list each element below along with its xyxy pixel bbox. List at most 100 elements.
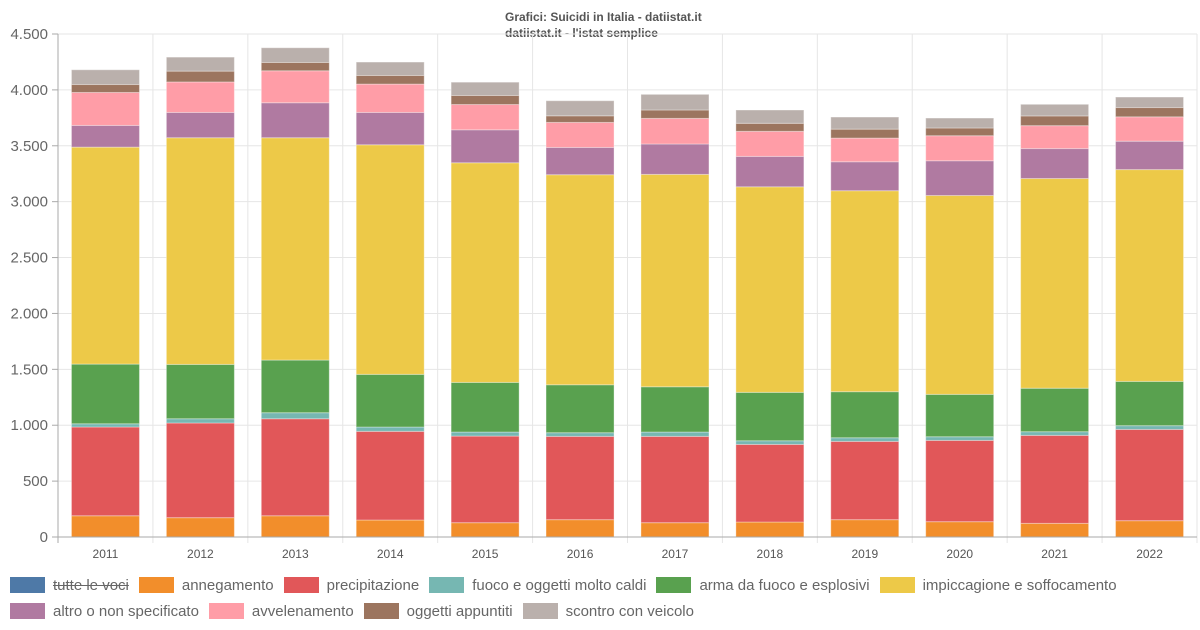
bar-segment[interactable] (70, 124, 140, 148)
bar-segment[interactable] (545, 121, 615, 148)
bar-segment[interactable] (1020, 387, 1090, 433)
bar-segment[interactable] (70, 84, 140, 93)
bar-segment[interactable] (545, 519, 615, 538)
bar-segment[interactable] (260, 102, 330, 139)
bar-segment[interactable] (545, 432, 615, 437)
bar-segment[interactable] (450, 129, 520, 164)
bar-segment[interactable] (1115, 96, 1185, 109)
bar-segment[interactable] (260, 70, 330, 104)
bar-segment[interactable] (70, 363, 140, 425)
bar-segment[interactable] (545, 384, 615, 434)
bar-segment[interactable] (925, 135, 995, 162)
bar-segment[interactable] (830, 116, 900, 130)
bar-segment[interactable] (640, 117, 710, 145)
bar-segment[interactable] (260, 515, 330, 538)
bar-segment[interactable] (165, 422, 235, 519)
bar-segment[interactable] (830, 128, 900, 139)
bar-segment[interactable] (450, 522, 520, 538)
bar-segment[interactable] (165, 81, 235, 113)
bar-segment[interactable] (1115, 520, 1185, 538)
bar-segment[interactable] (735, 122, 805, 132)
bar-segment[interactable] (735, 130, 805, 157)
bar-segment[interactable] (640, 143, 710, 175)
bar-segment[interactable] (1020, 178, 1090, 389)
bar-segment[interactable] (545, 435, 615, 521)
bar-segment[interactable] (165, 363, 235, 420)
bar-segment[interactable] (260, 359, 330, 414)
bar-segment[interactable] (165, 137, 235, 365)
bar-segment[interactable] (1115, 169, 1185, 382)
bar-segment[interactable] (1115, 425, 1185, 430)
bar-segment[interactable] (1020, 115, 1090, 127)
bar-segment[interactable] (735, 440, 805, 445)
bar-segment[interactable] (70, 69, 140, 86)
bar-segment[interactable] (450, 431, 520, 437)
legend-item[interactable]: altro o non specificato (10, 601, 199, 621)
bar-segment[interactable] (1020, 125, 1090, 150)
bar-segment[interactable] (355, 111, 425, 146)
bar-segment[interactable] (1115, 107, 1185, 118)
bar-segment[interactable] (925, 195, 995, 395)
bar-segment[interactable] (735, 443, 805, 523)
bar-segment[interactable] (355, 74, 425, 85)
bar-segment[interactable] (450, 104, 520, 131)
legend-item[interactable]: scontro con veicolo (522, 601, 694, 621)
bar-segment[interactable] (545, 174, 615, 386)
bar-segment[interactable] (640, 109, 710, 119)
legend-item[interactable]: precipitazione (283, 575, 419, 595)
bar-segment[interactable] (640, 431, 710, 437)
bar-segment[interactable] (925, 393, 995, 438)
bar-segment[interactable] (1020, 103, 1090, 117)
bar-segment[interactable] (925, 521, 995, 538)
bar-segment[interactable] (830, 437, 900, 442)
bar-segment[interactable] (450, 435, 520, 524)
bar-segment[interactable] (735, 521, 805, 538)
bar-segment[interactable] (70, 91, 140, 126)
bar-segment[interactable] (260, 137, 330, 361)
bar-segment[interactable] (355, 144, 425, 375)
legend-item[interactable]: annegamento (138, 575, 274, 595)
bar-segment[interactable] (1020, 148, 1090, 180)
bar-segment[interactable] (735, 109, 805, 124)
bar-segment[interactable] (355, 61, 425, 76)
bar-segment[interactable] (545, 146, 615, 176)
bar-segment[interactable] (545, 115, 615, 123)
bar-segment[interactable] (640, 386, 710, 433)
bar-segment[interactable] (1115, 380, 1185, 427)
bar-segment[interactable] (355, 426, 425, 432)
bar-segment[interactable] (1020, 434, 1090, 524)
bar-segment[interactable] (355, 373, 425, 428)
bar-segment[interactable] (735, 155, 805, 188)
bar-segment[interactable] (640, 435, 710, 524)
bar-segment[interactable] (450, 94, 520, 106)
bar-segment[interactable] (70, 515, 140, 538)
legend-item[interactable]: oggetti appuntiti (363, 601, 513, 621)
bar-segment[interactable] (355, 430, 425, 521)
bar-segment[interactable] (830, 137, 900, 163)
bar-segment[interactable] (640, 522, 710, 538)
bar-segment[interactable] (260, 47, 330, 64)
bar-segment[interactable] (450, 81, 520, 96)
legend-item[interactable]: tutte le voci (10, 575, 129, 595)
bar-segment[interactable] (260, 418, 330, 517)
bar-segment[interactable] (165, 418, 235, 424)
bar-segment[interactable] (925, 160, 995, 197)
bar-segment[interactable] (355, 83, 425, 113)
bar-segment[interactable] (830, 440, 900, 521)
bar-segment[interactable] (450, 162, 520, 383)
bar-segment[interactable] (165, 517, 235, 538)
bar-segment[interactable] (830, 190, 900, 393)
bar-segment[interactable] (260, 412, 330, 420)
bar-segment[interactable] (165, 111, 235, 139)
bar-segment[interactable] (70, 426, 140, 517)
bar-segment[interactable] (640, 93, 710, 111)
bar-segment[interactable] (260, 62, 330, 72)
legend-item[interactable]: impiccagione e soffocamento (879, 575, 1117, 595)
legend-item[interactable]: arma da fuoco e esplosivi (656, 575, 870, 595)
bar-segment[interactable] (925, 436, 995, 441)
bar-segment[interactable] (165, 70, 235, 83)
bar-segment[interactable] (1115, 116, 1185, 142)
bar-segment[interactable] (1020, 522, 1090, 538)
bar-segment[interactable] (735, 186, 805, 393)
bar-segment[interactable] (830, 391, 900, 439)
